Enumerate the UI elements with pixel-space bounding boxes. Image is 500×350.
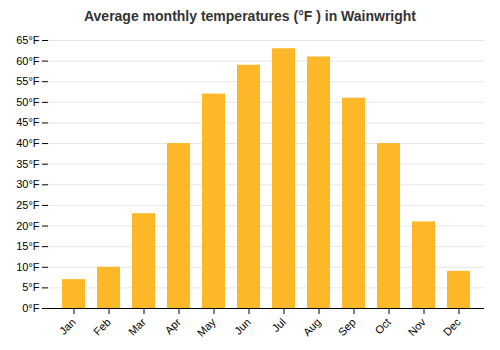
svg-text:Sep: Sep xyxy=(336,316,358,338)
svg-text:Jun: Jun xyxy=(232,316,253,337)
svg-text:25°F: 25°F xyxy=(16,199,40,211)
svg-text:15°F: 15°F xyxy=(16,240,40,252)
svg-text:Apr: Apr xyxy=(162,316,183,337)
svg-text:20°F: 20°F xyxy=(16,220,40,232)
html-text:Average monthly temperatures (: Average monthly temperatures (°F ) in Wa… xyxy=(84,8,416,24)
svg-text:45°F: 45°F xyxy=(16,116,40,128)
svg-text:Aug: Aug xyxy=(301,316,323,338)
svg-text:5°F: 5°F xyxy=(22,281,40,293)
svg-text:30°F: 30°F xyxy=(16,178,40,190)
svg-text:60°F: 60°F xyxy=(16,55,40,67)
svg-text:Feb: Feb xyxy=(91,316,113,338)
svg-text:Mar: Mar xyxy=(126,316,148,338)
svg-text:May: May xyxy=(195,315,219,339)
svg-text:10°F: 10°F xyxy=(16,261,40,273)
svg-text:35°F: 35°F xyxy=(16,158,40,170)
svg-text:Jul: Jul xyxy=(269,316,287,334)
svg-text:Dec: Dec xyxy=(441,315,464,338)
svg-text:65°F: 65°F xyxy=(16,34,40,46)
svg-text:0°F: 0°F xyxy=(22,302,40,314)
svg-text:Jan: Jan xyxy=(57,316,78,337)
svg-text:Oct: Oct xyxy=(372,316,393,337)
svg-text:50°F: 50°F xyxy=(16,96,40,108)
svg-text:40°F: 40°F xyxy=(16,137,40,149)
svg-text:55°F: 55°F xyxy=(16,75,40,87)
svg-text:Nov: Nov xyxy=(406,315,429,338)
